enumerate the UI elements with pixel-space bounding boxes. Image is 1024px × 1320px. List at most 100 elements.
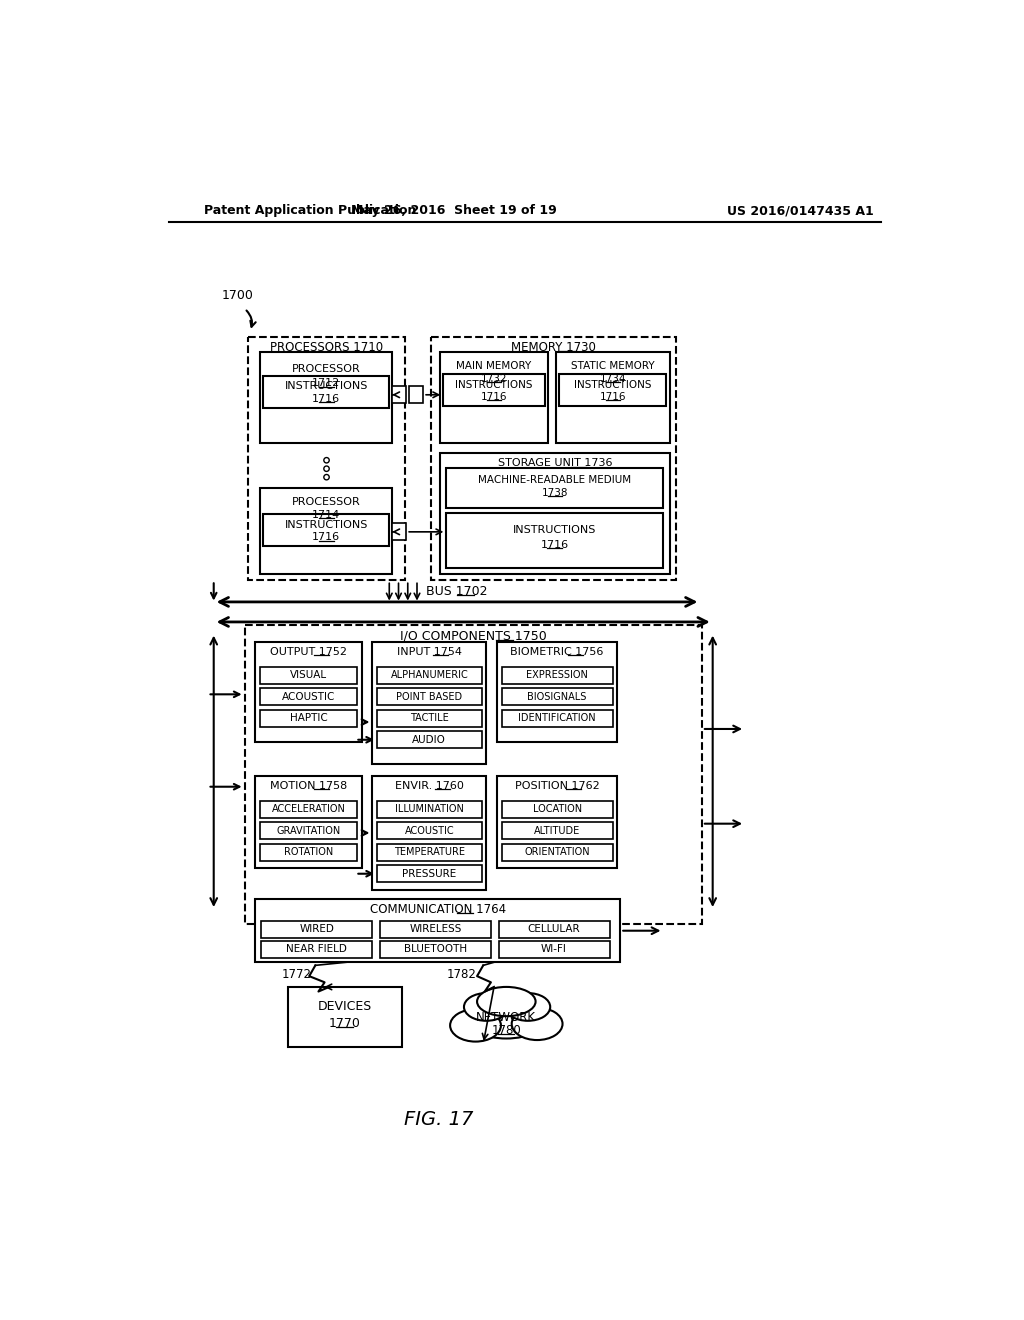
Text: ACOUSTIC: ACOUSTIC — [404, 825, 454, 836]
Text: INSTRUCTIONS: INSTRUCTIONS — [573, 380, 651, 389]
Bar — [431, 337, 676, 579]
Text: COMMUNICATION 1764: COMMUNICATION 1764 — [370, 903, 506, 916]
Text: 1732: 1732 — [480, 374, 507, 384]
Text: ALPHANUMERIC: ALPHANUMERIC — [390, 671, 468, 680]
Bar — [443, 374, 545, 407]
Bar — [377, 866, 481, 882]
Text: POSITION 1762: POSITION 1762 — [515, 781, 599, 791]
Bar — [446, 469, 664, 508]
Bar — [377, 667, 481, 684]
Text: MACHINE-READABLE MEDIUM: MACHINE-READABLE MEDIUM — [478, 475, 632, 486]
Text: 1782: 1782 — [446, 968, 476, 981]
Text: WI-FI: WI-FI — [541, 944, 567, 954]
Text: ACCELERATION: ACCELERATION — [271, 804, 345, 814]
Bar — [260, 488, 392, 574]
Ellipse shape — [477, 987, 536, 1016]
Bar — [392, 524, 407, 540]
Text: PRESSURE: PRESSURE — [402, 869, 457, 879]
Text: DEVICES: DEVICES — [317, 999, 372, 1012]
Text: MEMORY 1730: MEMORY 1730 — [511, 341, 596, 354]
Bar — [440, 453, 670, 574]
Bar — [248, 337, 406, 579]
Bar — [380, 941, 490, 958]
Text: MOTION 1758: MOTION 1758 — [269, 781, 347, 791]
Bar — [392, 387, 407, 404]
Bar — [263, 376, 389, 408]
Text: EXPRESSION: EXPRESSION — [526, 671, 588, 680]
Circle shape — [324, 458, 330, 463]
Bar — [260, 688, 357, 705]
Bar — [446, 512, 664, 568]
Circle shape — [324, 466, 330, 471]
Text: 1770: 1770 — [329, 1016, 360, 1030]
Bar — [288, 987, 401, 1047]
Bar — [260, 667, 357, 684]
Bar — [373, 776, 486, 890]
Bar — [502, 843, 612, 861]
Bar — [377, 800, 481, 817]
Text: TEMPERATURE: TEMPERATURE — [394, 847, 465, 857]
Text: US 2016/0147435 A1: US 2016/0147435 A1 — [727, 205, 873, 218]
Ellipse shape — [512, 1007, 562, 1040]
Text: ALTITUDE: ALTITUDE — [534, 825, 581, 836]
Text: BIOSIGNALS: BIOSIGNALS — [527, 692, 587, 702]
Bar — [559, 374, 667, 407]
Bar — [373, 642, 486, 763]
Text: INSTRUCTIONS: INSTRUCTIONS — [285, 520, 368, 529]
Text: PROCESSORS 1710: PROCESSORS 1710 — [270, 341, 383, 354]
Text: NETWORK: NETWORK — [476, 1011, 537, 1024]
Text: BLUETOOTH: BLUETOOTH — [403, 944, 467, 954]
Bar — [377, 843, 481, 861]
Text: 1700: 1700 — [221, 289, 253, 302]
Bar — [502, 822, 612, 840]
Text: IDENTIFICATION: IDENTIFICATION — [518, 713, 596, 723]
Text: POINT BASED: POINT BASED — [396, 692, 463, 702]
Bar — [377, 731, 481, 748]
Bar — [260, 710, 357, 726]
Bar — [260, 352, 392, 444]
Text: GRAVITATION: GRAVITATION — [276, 825, 341, 836]
Text: STATIC MEMORY: STATIC MEMORY — [570, 362, 654, 371]
Text: WIRELESS: WIRELESS — [410, 924, 462, 935]
Text: ORIENTATION: ORIENTATION — [524, 847, 590, 857]
Text: INSTRUCTIONS: INSTRUCTIONS — [456, 380, 532, 389]
Text: 1734: 1734 — [599, 374, 626, 384]
Bar — [380, 921, 490, 937]
Text: Patent Application Publication: Patent Application Publication — [204, 205, 416, 218]
Text: VISUAL: VISUAL — [290, 671, 327, 680]
Text: 1780: 1780 — [492, 1023, 521, 1036]
Bar — [261, 921, 373, 937]
Bar — [502, 800, 612, 817]
Text: ACOUSTIC: ACOUSTIC — [282, 692, 335, 702]
Text: 1772: 1772 — [282, 968, 312, 981]
Text: MAIN MEMORY: MAIN MEMORY — [457, 362, 531, 371]
Text: 1714: 1714 — [312, 510, 340, 520]
Bar — [440, 352, 548, 444]
Bar — [410, 387, 423, 404]
Bar — [556, 352, 670, 444]
Bar — [245, 626, 701, 924]
Bar — [255, 776, 361, 869]
Text: 1738: 1738 — [542, 487, 568, 498]
Text: CELLULAR: CELLULAR — [527, 924, 581, 935]
Text: ILLUMINATION: ILLUMINATION — [395, 804, 464, 814]
Text: LOCATION: LOCATION — [532, 804, 582, 814]
Circle shape — [324, 474, 330, 480]
Bar — [377, 710, 481, 726]
Text: 1716: 1716 — [599, 392, 626, 403]
Ellipse shape — [464, 993, 509, 1020]
Text: STORAGE UNIT 1736: STORAGE UNIT 1736 — [498, 458, 612, 469]
Text: WIRED: WIRED — [299, 924, 335, 935]
Bar — [499, 941, 609, 958]
Text: I/O COMPONENTS 1750: I/O COMPONENTS 1750 — [399, 630, 547, 643]
Text: BUS 1702: BUS 1702 — [426, 585, 487, 598]
Bar — [255, 642, 361, 742]
Text: May 26, 2016  Sheet 19 of 19: May 26, 2016 Sheet 19 of 19 — [351, 205, 557, 218]
Bar — [497, 776, 617, 869]
Text: ROTATION: ROTATION — [284, 847, 333, 857]
Bar — [260, 843, 357, 861]
Text: TACTILE: TACTILE — [410, 713, 449, 723]
Text: NEAR FIELD: NEAR FIELD — [287, 944, 347, 954]
Bar — [260, 800, 357, 817]
Bar — [499, 921, 609, 937]
